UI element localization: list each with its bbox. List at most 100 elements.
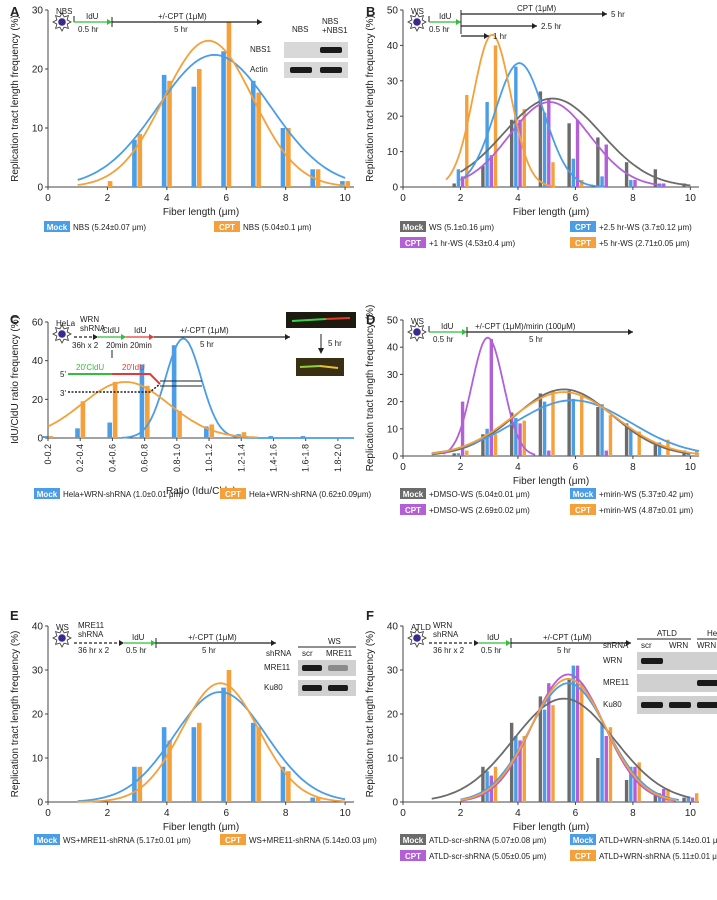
y-tick-label: 30 — [387, 666, 399, 677]
idu-arrow-head — [151, 640, 156, 646]
blot-strip — [637, 674, 717, 692]
y-tick-label: 50 — [387, 316, 399, 327]
bar — [538, 696, 543, 802]
bar — [686, 453, 690, 456]
bar — [580, 179, 584, 187]
x-tick-label: 6 — [223, 808, 229, 819]
x-tick-label: 2 — [458, 462, 464, 473]
blot-band — [328, 665, 348, 671]
bar — [489, 155, 494, 187]
bar — [580, 396, 584, 456]
cell-nucleus-icon — [413, 328, 421, 336]
blot-col: NBS +NBS1 — [322, 17, 348, 35]
panel-letter: E — [10, 608, 19, 623]
y-axis-label: Replication tract length frequency (%) — [10, 15, 21, 182]
fiber-time: 5 hr — [328, 339, 342, 348]
bar — [161, 74, 167, 187]
bar — [256, 92, 261, 187]
blot-strip — [284, 42, 348, 58]
blot-strip — [298, 660, 356, 676]
y-tick-label: 0 — [392, 798, 398, 809]
legend-swatch — [570, 504, 596, 515]
x-axis-label: Ratio (Idu/Cldu) — [166, 486, 236, 497]
x-axis-label: Fiber length (μm) — [513, 476, 589, 487]
y-tick-label: 20 — [32, 395, 44, 406]
bar — [604, 736, 608, 802]
bar — [250, 80, 256, 187]
bar — [600, 176, 604, 187]
cpt-label: +/-CPT (1μM) — [188, 633, 237, 642]
fiber-green-2 — [299, 365, 321, 368]
x-axis-label: Fiber length (μm) — [163, 822, 239, 833]
blot-col: WRN — [669, 641, 688, 650]
bar — [241, 432, 247, 438]
blot-row-label: WRN — [603, 656, 622, 665]
bar — [177, 410, 182, 438]
idu-time: 20min — [130, 341, 152, 350]
bar — [682, 797, 686, 802]
blot-row-label: MRE11 — [603, 678, 630, 687]
cell-label: HeLa — [56, 319, 76, 328]
bar — [161, 727, 167, 802]
bar — [315, 169, 321, 187]
cell-label: NBS — [56, 7, 72, 16]
legend-swatch — [220, 834, 246, 845]
bar — [196, 69, 202, 187]
blot-band — [669, 702, 691, 708]
shrna-arrow-head — [474, 640, 479, 646]
blot-shrna: shRNA — [603, 641, 629, 650]
bar — [653, 445, 658, 456]
y-tick-label: 0 — [37, 798, 43, 809]
timeline: WS IdU 0.5 hr CPT (1μM) 5 hr 2.5 hr 1 hr — [407, 4, 625, 41]
blot-band — [328, 685, 348, 691]
template-strand — [68, 383, 161, 393]
panel-letter: F — [366, 608, 374, 623]
bar — [509, 119, 514, 187]
y-tick-label: 30 — [387, 76, 399, 87]
legend-swatch — [400, 504, 426, 515]
bar — [107, 181, 113, 187]
blot-row-label: Actin — [250, 65, 268, 74]
legend-swatch — [570, 850, 596, 861]
y-tick-label: 40 — [32, 356, 44, 367]
bar — [596, 407, 600, 456]
fit-curve — [77, 682, 346, 803]
bar — [489, 339, 494, 456]
bar — [221, 687, 226, 802]
bar — [460, 401, 465, 456]
x-axis-label: Fiber length (μm) — [513, 822, 589, 833]
western-blot: WS shRNA scr MRE11 MRE11 Ku80 — [264, 637, 356, 696]
y-tick-label: 10 — [387, 424, 399, 435]
cpt-arrow-2hr-head — [532, 23, 537, 29]
idu-label: IdU — [441, 322, 454, 331]
legend: Mock +DMSO-WS (5.04±0.01 μm) Mock +mirin-WS… — [400, 488, 693, 515]
legend-label: NBS (5.04±0.1 μm) — [243, 223, 312, 232]
x-tick-label: 4 — [164, 193, 170, 204]
panel-letter: C — [10, 312, 20, 327]
bar — [460, 176, 465, 187]
bar — [551, 705, 555, 802]
fit-curve — [445, 33, 556, 188]
cell-nucleus-icon — [413, 634, 421, 642]
y-axis-label: Replication tract length frequency (%) — [365, 305, 376, 472]
bar — [633, 179, 637, 187]
x-tick-label: 8 — [630, 462, 636, 473]
panel-letter: A — [10, 4, 20, 19]
x-tick-label: 1.0-1.2 — [204, 444, 214, 472]
x-tick-label: 1.6-1.8 — [301, 444, 311, 472]
x-tick-label: 4 — [515, 462, 521, 473]
cpt-arrow-1hr-head — [484, 33, 489, 39]
fit-curve — [460, 682, 680, 801]
idu-label: IdU — [86, 12, 99, 21]
legend-swatch — [570, 221, 596, 232]
bar — [80, 401, 86, 438]
y-tick-label: 0 — [37, 434, 43, 445]
bar — [666, 788, 670, 802]
bar — [171, 345, 177, 438]
legend-tag: Mock — [403, 223, 424, 232]
cpt-label: +/-CPT (1μM) — [180, 326, 229, 335]
x-tick-label: 0 — [400, 808, 406, 819]
